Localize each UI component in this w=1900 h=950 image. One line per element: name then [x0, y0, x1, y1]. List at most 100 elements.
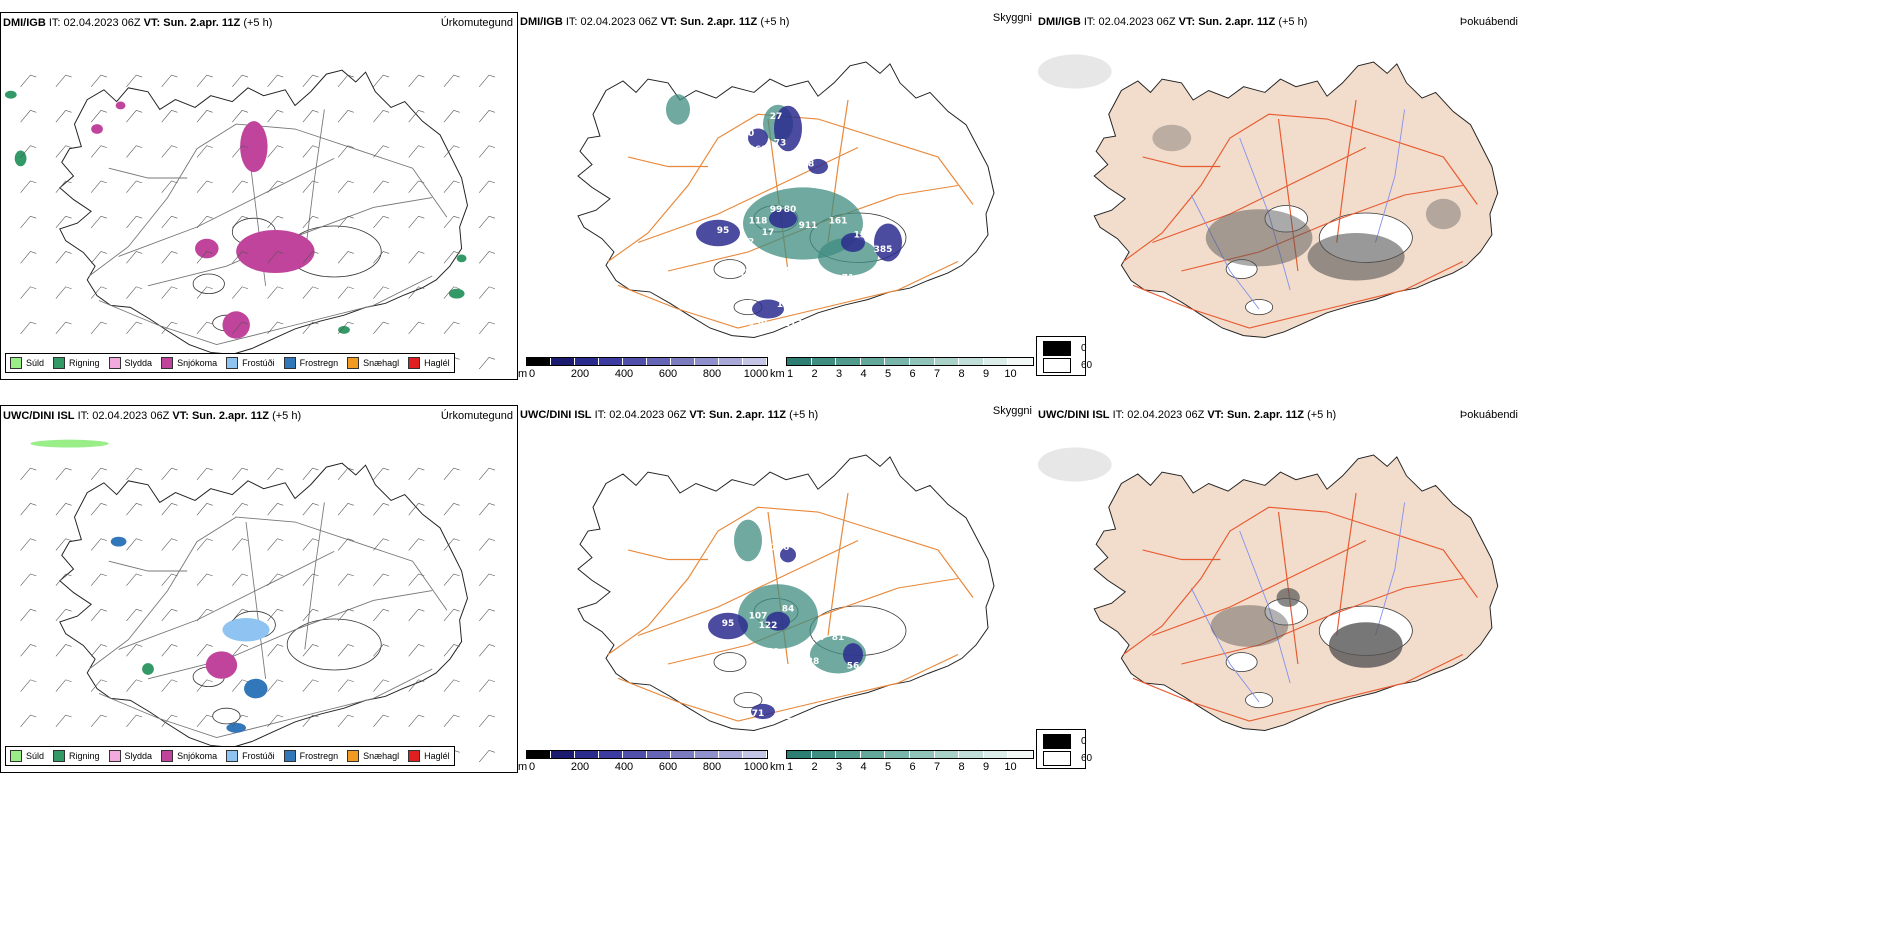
wind-barb [196, 679, 213, 692]
wind-barb [232, 321, 249, 335]
wind-barb [337, 286, 354, 299]
panel-title: Skyggni [992, 12, 1032, 24]
precip-legend-item: Haglél [408, 357, 450, 369]
wind-barb [302, 145, 319, 158]
precip-legend-swatch [408, 750, 421, 762]
road-line [147, 590, 433, 680]
panel-header: DMI/IGB IT: 02.04.2023 06Z VT: Sun. 2.ap… [520, 16, 790, 28]
wind-barb [126, 321, 143, 335]
wind-barb [443, 644, 460, 657]
wind-barb [443, 679, 460, 692]
wind-barb [196, 74, 213, 88]
visibility-value-label: 107 [749, 612, 768, 622]
wind-barb [232, 644, 249, 657]
colorbar-cell [811, 751, 837, 758]
map-group [1037, 54, 1499, 338]
visibility-value-label: 95 [722, 619, 735, 629]
colorbar-cell [934, 751, 960, 758]
road-line [98, 668, 433, 739]
road-line [637, 146, 859, 244]
fog-index-shading [1328, 622, 1403, 668]
wind-barb [20, 321, 37, 335]
wind-barb [196, 503, 213, 516]
wind-barb [337, 573, 354, 586]
wind-barb [267, 467, 284, 481]
colorbar-cell [647, 358, 671, 365]
colorbar-cell [983, 751, 1009, 758]
wind-barb [90, 251, 107, 264]
road-line [1132, 653, 1464, 722]
precip-legend-swatch [226, 357, 239, 369]
precip-type-area [222, 311, 250, 339]
wind-barb [479, 749, 496, 763]
precip-legend-swatch [10, 750, 22, 762]
wind-barb [302, 74, 319, 88]
wind-barb [443, 215, 460, 229]
wind-barb [479, 321, 496, 335]
fog-panel-bottom: UWC/DINI ISL IT: 02.04.2023 06Z VT: Sun.… [1036, 405, 1522, 773]
wind-barb [373, 573, 390, 586]
precip-legend-label: Frostúði [242, 358, 275, 368]
panel-header: UWC/DINI ISL IT: 02.04.2023 06Z VT: Sun.… [3, 410, 302, 422]
wind-barb [373, 215, 390, 229]
precip-legend-label: Snjókoma [177, 358, 218, 368]
wind-barb [55, 215, 72, 229]
colorbar-tick-label: 10 [1004, 761, 1017, 773]
coastline [59, 462, 468, 748]
wind-barb [267, 573, 284, 586]
wind-barb [126, 145, 143, 158]
wind-barb [267, 74, 284, 88]
glacier-outline [713, 259, 747, 279]
visibility-m-area [769, 209, 797, 229]
wind-barb [443, 251, 460, 264]
wind-barb [302, 215, 319, 229]
wind-barb [302, 110, 319, 123]
visibility-value-label: 135 [854, 231, 873, 241]
precip-type-area [195, 238, 219, 259]
road-line [1152, 146, 1367, 244]
wind-barb [20, 467, 37, 481]
colorbar-unit: km [770, 761, 785, 773]
fog-index-shading [1210, 605, 1289, 647]
glacier-outline [192, 273, 225, 295]
wind-barb [479, 110, 496, 123]
panel-title: Úrkomutegund [440, 17, 513, 29]
visibility-panel-bottom: 136 84 107 122 95 74 44 40 28 81 56 22 71 102 UWC/DIN… [518, 405, 1036, 773]
precip-type-area [244, 678, 268, 699]
visibility-value-label: 12 [742, 238, 755, 248]
wind-barb [20, 215, 37, 229]
wind-barb [267, 251, 284, 264]
wind-barb [337, 538, 354, 551]
colorbar-cell [860, 751, 886, 758]
road-line [88, 123, 448, 277]
fog-map-top [1037, 54, 1499, 338]
road-line [1336, 99, 1357, 243]
wind-barb [161, 679, 178, 692]
wind-barb [267, 538, 284, 551]
road-line [98, 275, 433, 346]
wind-barb [408, 321, 425, 335]
visibility-value-label: 74 [812, 633, 825, 643]
wind-barb [161, 251, 178, 264]
precip-type-area [110, 536, 127, 547]
wind-barb [20, 503, 37, 516]
wind-barb [302, 467, 319, 481]
road-line [245, 521, 267, 679]
wind-barb [267, 145, 284, 158]
panel-title: Þokuábendi [1459, 16, 1518, 28]
fog-legend-label: 60 [1081, 360, 1093, 371]
wind-barb [337, 74, 354, 88]
road-line [1336, 492, 1357, 636]
visibility-value-label: 102 [774, 712, 793, 722]
wind-barb [373, 145, 390, 158]
visibility-value-label: 136 [771, 543, 790, 553]
precip-legend-item: Snæhagl [347, 357, 399, 369]
colorbar-tick-label: 200 [570, 761, 590, 773]
precip-legend-swatch [347, 357, 360, 369]
wind-barb [479, 215, 496, 229]
wind-barb [302, 286, 319, 299]
precip-legend-item: Frostregn [283, 357, 338, 369]
visibility-value-label: 122 [759, 621, 778, 631]
wind-barb [267, 714, 284, 728]
precip-type-area [226, 722, 246, 733]
